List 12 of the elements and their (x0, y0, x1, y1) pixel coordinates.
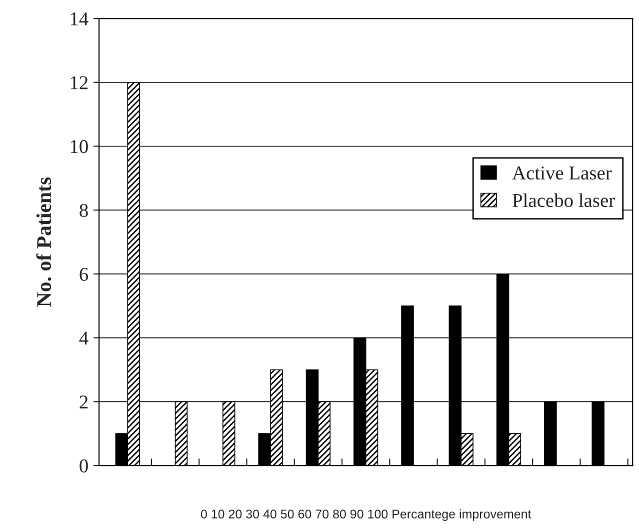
y-tick-label: 4 (79, 332, 88, 345)
y-tick-label: 0 (80, 459, 88, 472)
y-tick-label: 6 (80, 268, 88, 281)
y-tick-label: 14 (70, 12, 88, 26)
y-tick-label: 2 (80, 396, 88, 408)
legend-label: Placebo laser (512, 193, 615, 208)
y-tick-label: 10 (70, 140, 88, 154)
legend-label: Active Laser (512, 166, 612, 180)
x-axis-title: 0 10 20 30 40 50 60 70 80 90 100 Percantege improvement (200, 509, 532, 521)
y-tick-label: 12 (70, 76, 88, 90)
y-tick-label: 8 (80, 204, 88, 218)
y-axis-title: No. of Patients (36, 177, 52, 307)
